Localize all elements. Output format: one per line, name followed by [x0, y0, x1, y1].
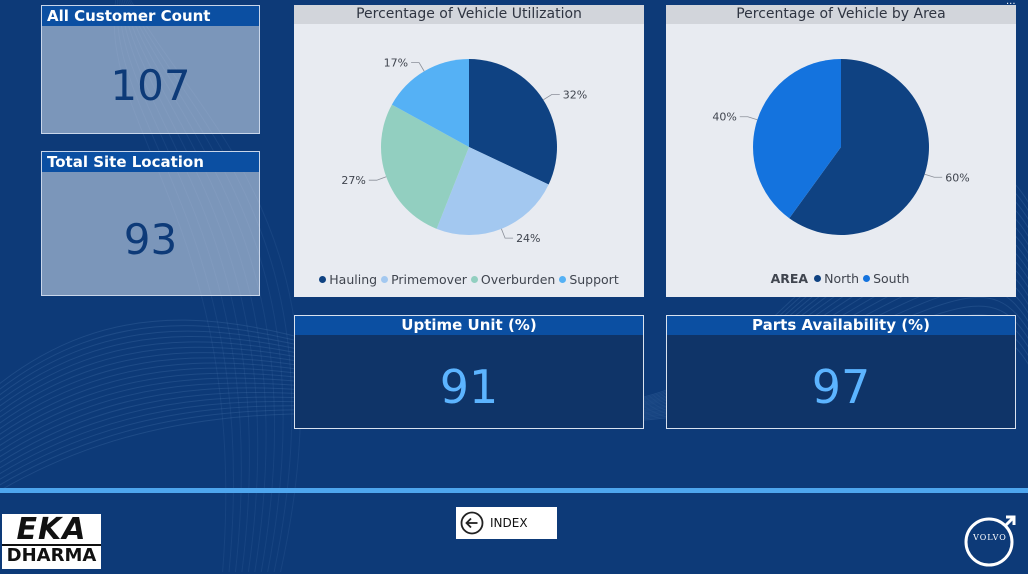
legend-label: North	[824, 271, 860, 286]
legend-item[interactable]: Support	[559, 272, 619, 287]
pie-slice-hauling[interactable]	[469, 59, 557, 185]
leader-line	[368, 176, 387, 181]
chart-title: Percentage of Vehicle by Area	[666, 5, 1016, 24]
logo-text-eka: EKA	[16, 514, 87, 547]
chart-title: Percentage of Vehicle Utilization	[294, 5, 644, 24]
arrow-left-circle-icon	[460, 511, 484, 535]
leader-line	[501, 228, 514, 239]
legend-dot	[470, 276, 478, 283]
legend-label: South	[873, 271, 910, 286]
index-button[interactable]: INDEX	[456, 507, 557, 539]
footer-divider	[0, 488, 1028, 493]
leader-line	[739, 116, 758, 121]
legend-dot	[814, 275, 822, 282]
parts-availability-card: Parts Availability (%) 97	[666, 315, 1016, 429]
uptime-label: Uptime Unit (%)	[295, 316, 643, 335]
vehicle-utilization-chart[interactable]: Percentage of Vehicle Utilization 32% 24%…	[294, 5, 644, 297]
data-label: 40%	[712, 111, 736, 124]
data-label: 60%	[945, 171, 969, 184]
eka-dharma-logo: EKA DHARMA	[2, 514, 101, 569]
volvo-iron-mark-icon	[964, 515, 1016, 567]
uptime-value: 91	[439, 360, 499, 414]
pie-slice-south[interactable]	[753, 59, 841, 219]
customer-count-card: All Customer Count 107	[41, 5, 260, 134]
leader-line	[543, 94, 560, 101]
uptime-card: Uptime Unit (%) 91	[294, 315, 644, 429]
logo-divider	[2, 544, 101, 546]
customer-count-label: All Customer Count	[42, 6, 259, 26]
legend-item[interactable]: Overburden	[470, 272, 556, 287]
legend-label: Support	[569, 272, 619, 287]
legend-label: Hauling	[329, 272, 378, 287]
logo-text-dharma: DHARMA	[6, 545, 97, 566]
utilization-pie[interactable]: 32% 24% 27% 17%	[294, 5, 644, 297]
legend-dot	[381, 276, 389, 283]
parts-availability-label: Parts Availability (%)	[667, 316, 1015, 335]
site-location-card: Total Site Location 93	[41, 151, 260, 296]
utilization-legend: Hauling Primemover Overburden Support	[294, 272, 644, 287]
leader-line	[924, 173, 943, 178]
area-pie[interactable]: 60% 40%	[666, 5, 1016, 297]
pie-slice-support[interactable]	[391, 59, 469, 147]
data-label: 27%	[341, 174, 365, 187]
pie-slice-north[interactable]	[789, 59, 929, 236]
legend-item[interactable]: North	[814, 271, 859, 286]
legend-label: Primemover	[391, 272, 467, 287]
area-legend: AREA North South	[666, 271, 1016, 286]
vehicle-by-area-chart[interactable]: Percentage of Vehicle by Area 60% 40% ARE…	[666, 5, 1016, 297]
pie-slice-primemover[interactable]	[436, 147, 549, 235]
more-options-icon[interactable]: ···	[1006, 0, 1016, 10]
customer-count-value: 107	[110, 61, 191, 110]
legend-dot	[559, 276, 567, 283]
site-location-value: 93	[123, 215, 178, 264]
legend-item[interactable]: Primemover	[381, 272, 467, 287]
index-button-label: INDEX	[490, 516, 528, 530]
legend-item[interactable]: Hauling	[319, 272, 377, 287]
legend-title: AREA	[770, 271, 809, 286]
leader-line	[411, 62, 425, 72]
site-location-label: Total Site Location	[42, 152, 259, 172]
data-label: 24%	[516, 232, 540, 245]
legend-item[interactable]: South	[863, 271, 909, 286]
legend-label: Overburden	[480, 272, 556, 287]
pie-slice-overburden[interactable]	[381, 104, 469, 229]
legend-dot	[863, 275, 871, 282]
data-label: 17%	[384, 57, 408, 70]
volvo-wordmark: VOLVO	[973, 533, 1007, 542]
volvo-logo: VOLVO	[962, 514, 1018, 570]
data-label: 32%	[563, 88, 587, 101]
legend-dot	[319, 276, 327, 283]
parts-availability-value: 97	[811, 360, 871, 414]
